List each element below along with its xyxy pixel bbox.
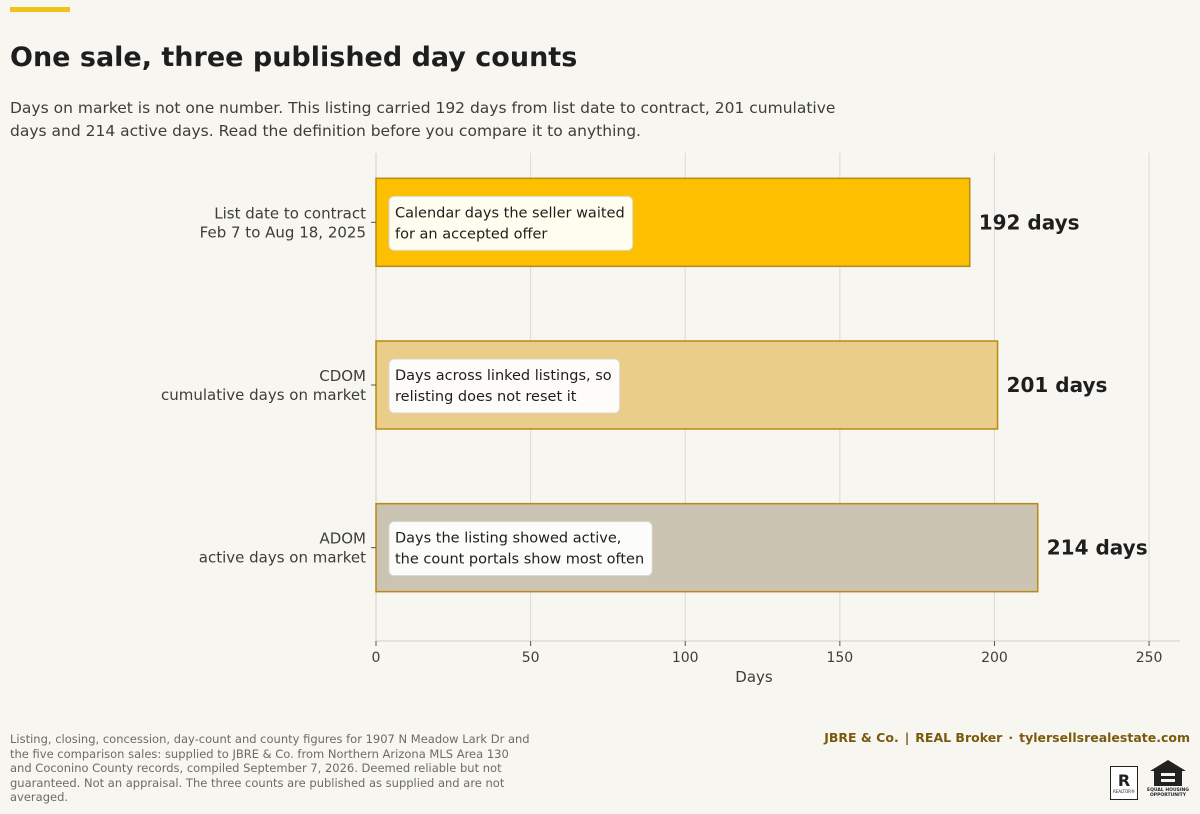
annotation-text-2-1: the count portals show most often xyxy=(395,552,644,568)
category-label-2-0: ADOM xyxy=(319,530,366,548)
accent-bar xyxy=(10,7,70,12)
category-label-1-1: cumulative days on market xyxy=(161,386,366,404)
brand-dot: · xyxy=(1008,730,1014,745)
x-tick-label-250: 250 xyxy=(1136,650,1163,666)
page-subtitle: Days on market is not one number. This l… xyxy=(10,99,836,140)
annotation-box-2 xyxy=(388,521,653,577)
value-label-2: 214 days xyxy=(1047,536,1148,560)
brand-broker: REAL Broker xyxy=(915,730,1003,745)
annotation-2: Days the listing showed active, the count… xyxy=(388,521,653,577)
value-label-1: 201 days xyxy=(1007,373,1108,397)
category-label-2-1: active days on market xyxy=(199,549,366,567)
x-tick-label-200: 200 xyxy=(981,650,1008,666)
brand-company: JBRE & Co. xyxy=(824,730,899,745)
realtor-logo-icon: R REALTOR® xyxy=(1110,766,1138,800)
brand-website[interactable]: tylersellsrealestate.com xyxy=(1019,730,1190,745)
annotation-1: Days across linked listings, so relisting… xyxy=(388,358,621,414)
category-label-0-1: Feb 7 to Aug 18, 2025 xyxy=(200,223,366,241)
source-footnote: Listing, closing, concession, day-count … xyxy=(10,732,530,804)
annotation-0: Calendar days the seller waited for an ac… xyxy=(388,195,634,251)
annotation-text-2-0: Days the listing showed active, xyxy=(395,531,621,547)
equal-housing-icon: EQUAL HOUSING OPPORTUNITY xyxy=(1146,758,1190,800)
x-tick-label-100: 100 xyxy=(672,650,699,666)
annotation-text-1-1: relisting does not reset it xyxy=(395,389,577,405)
annotation-text-0-0: Calendar days the seller waited xyxy=(395,205,625,221)
annotation-text-0-1: for an accepted offer xyxy=(395,226,547,242)
annotation-box-1 xyxy=(388,358,621,414)
annotation-box-0 xyxy=(388,195,634,251)
x-tick-label-150: 150 xyxy=(826,650,853,666)
bar-chart: 0 50 100 150 200 250 Days List date to contract… xyxy=(161,153,1180,686)
annotation-text-1-0: Days across linked listings, so xyxy=(395,368,612,384)
category-label-0-0: List date to contract xyxy=(214,204,366,222)
brand-separator: | xyxy=(904,730,910,745)
x-tick-label-0: 0 xyxy=(372,650,381,666)
brand-line: JBRE & Co. | REAL Broker · tylersellsrealest… xyxy=(824,730,1190,745)
x-axis-label: Days xyxy=(735,668,773,686)
compliance-logos: R REALTOR® EQUAL HOUSING OPPORTUNITY xyxy=(1110,758,1190,800)
page-title: One sale, three published day counts xyxy=(10,42,578,73)
x-tick-label-50: 50 xyxy=(522,650,540,666)
value-label-0: 192 days xyxy=(979,210,1080,234)
category-label-1-0: CDOM xyxy=(319,367,366,385)
